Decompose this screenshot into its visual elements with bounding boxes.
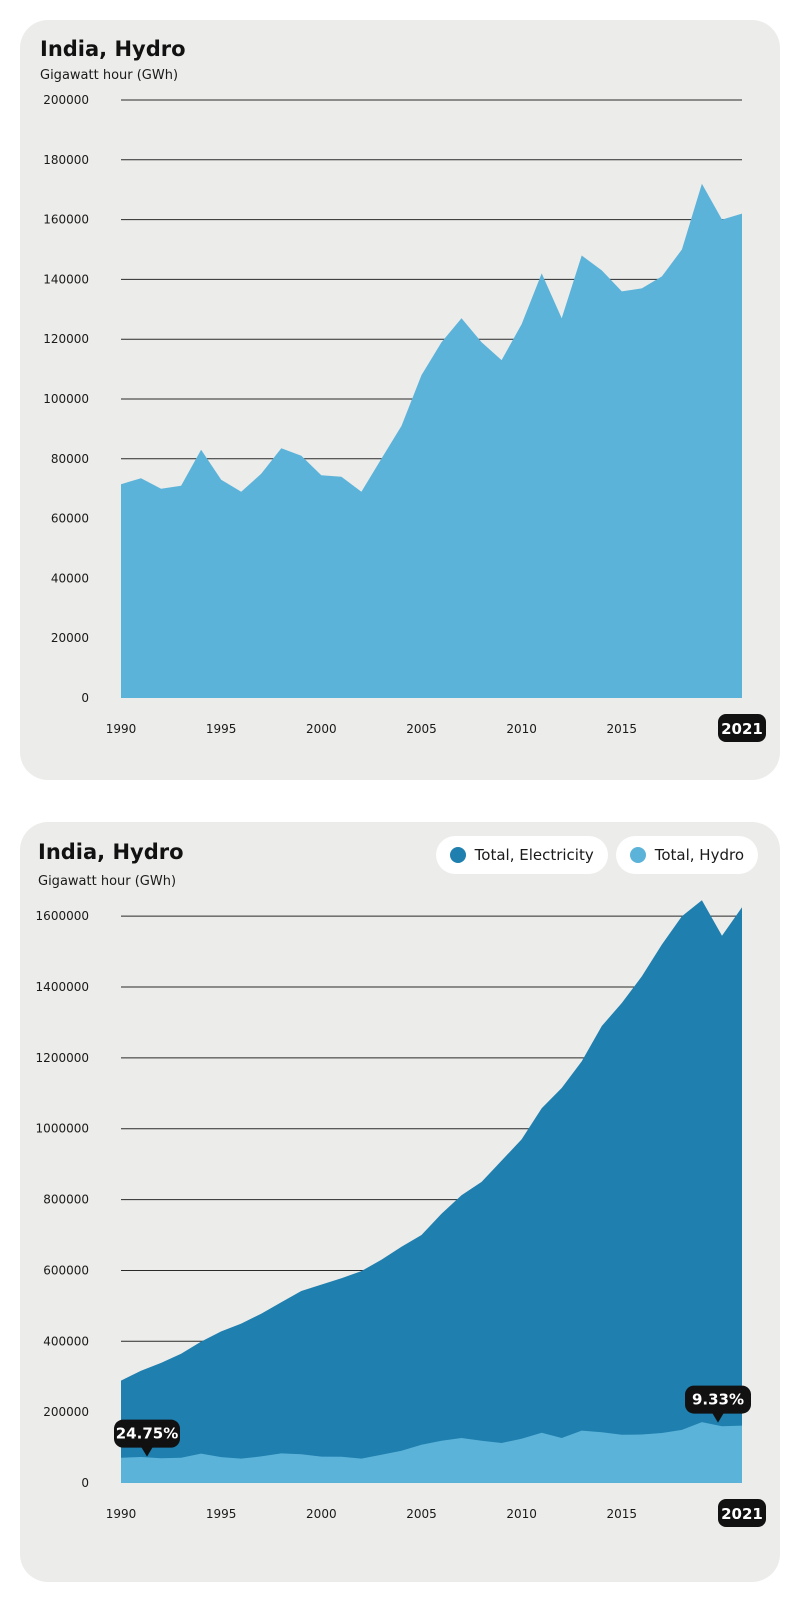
legend-item-hydro[interactable]: Total, Hydro	[615, 836, 758, 874]
x-tick-label: 1995	[206, 1507, 237, 1521]
legend-swatch-hydro	[629, 847, 646, 863]
annotation-start-share-text: 24.75%	[116, 1425, 178, 1443]
y-tick-label: 400000	[43, 1334, 89, 1348]
annotation-end-share-pointer	[712, 1412, 724, 1423]
year-badge	[718, 714, 766, 742]
chart-title: India, Hydro	[40, 37, 186, 61]
chart-card-hydro: India, Hydro Gigawatt hour (GWh) 0 20000 4…	[20, 20, 780, 780]
x-tick-label: 2021	[721, 720, 763, 738]
y-tick-label: 200000	[43, 1405, 89, 1419]
chart-title: India, Hydro	[38, 840, 184, 864]
y-tick-label: 0	[81, 691, 89, 705]
x-tick-label: 2005	[406, 1507, 437, 1521]
chart-unit-label: Gigawatt hour (GWh)	[38, 874, 177, 889]
x-tick-label: 2010	[506, 1507, 537, 1521]
annotation-end-share-text: 9.33%	[692, 1391, 744, 1409]
hydro-area-chart: 0 20000 40000 60000 80000 100000 120000 140000 1…	[43, 93, 766, 742]
y-tick-label: 20000	[51, 631, 89, 645]
y-tick-label: 1600000	[36, 909, 89, 923]
x-tick-label: 2015	[607, 1507, 638, 1521]
y-tick-label: 100000	[43, 392, 89, 406]
y-tick-label: 1000000	[36, 1122, 89, 1136]
y-tick-label: 1400000	[36, 980, 89, 994]
chart-legend: Total, Electricity Total, Hydro	[435, 836, 758, 874]
y-tick-label: 180000	[43, 153, 89, 167]
chart-card-share: India, Hydro Gigawatt hour (GWh) Total, …	[20, 822, 780, 1582]
y-tick-label: 200000	[43, 93, 89, 107]
y-tick-label: 0	[81, 1476, 89, 1490]
y-tick-label: 80000	[51, 452, 89, 466]
legend-label-hydro: Total, Hydro	[654, 846, 744, 864]
y-tick-label: 140000	[43, 272, 89, 286]
annotation-end-share-box	[685, 1385, 751, 1414]
legend-item-electricity[interactable]: Total, Electricity	[435, 836, 608, 874]
area-series-0	[121, 183, 742, 698]
annotation-start-share-box	[114, 1419, 180, 1448]
x-tick-label: 2015	[607, 722, 638, 736]
x-tick-label: 2000	[306, 722, 337, 736]
x-tick-label: 1995	[206, 722, 237, 736]
y-tick-label: 1200000	[36, 1051, 89, 1065]
chart-unit-label: Gigawatt hour (GWh)	[40, 68, 179, 83]
y-tick-label: 160000	[43, 213, 89, 227]
y-tick-label: 60000	[51, 512, 89, 526]
y-tick-label: 600000	[43, 1263, 89, 1277]
x-tick-label: 2010	[506, 722, 537, 736]
x-tick-label: 2021	[721, 1505, 763, 1523]
y-tick-label: 800000	[43, 1193, 89, 1207]
y-tick-label: 120000	[43, 332, 89, 346]
area-total-electricity	[121, 900, 742, 1483]
area-total-hydro	[121, 1422, 742, 1483]
x-tick-label: 1990	[106, 1507, 137, 1521]
x-tick-label: 2005	[406, 722, 437, 736]
x-tick-label: 1990	[106, 722, 137, 736]
legend-swatch-electricity	[449, 847, 466, 863]
y-tick-label: 40000	[51, 571, 89, 585]
annotation-start-share: 24.75%	[114, 1419, 180, 1457]
annotation-start-share-pointer	[141, 1446, 153, 1457]
annotation-end-share: 9.33%	[685, 1385, 751, 1423]
legend-label-electricity: Total, Electricity	[474, 846, 594, 864]
year-badge	[718, 1499, 766, 1527]
electricity-hydro-area-chart: 0 200000 400000 600000 800000 1000000 1200000 1…	[36, 900, 766, 1527]
x-tick-label: 2000	[306, 1507, 337, 1521]
